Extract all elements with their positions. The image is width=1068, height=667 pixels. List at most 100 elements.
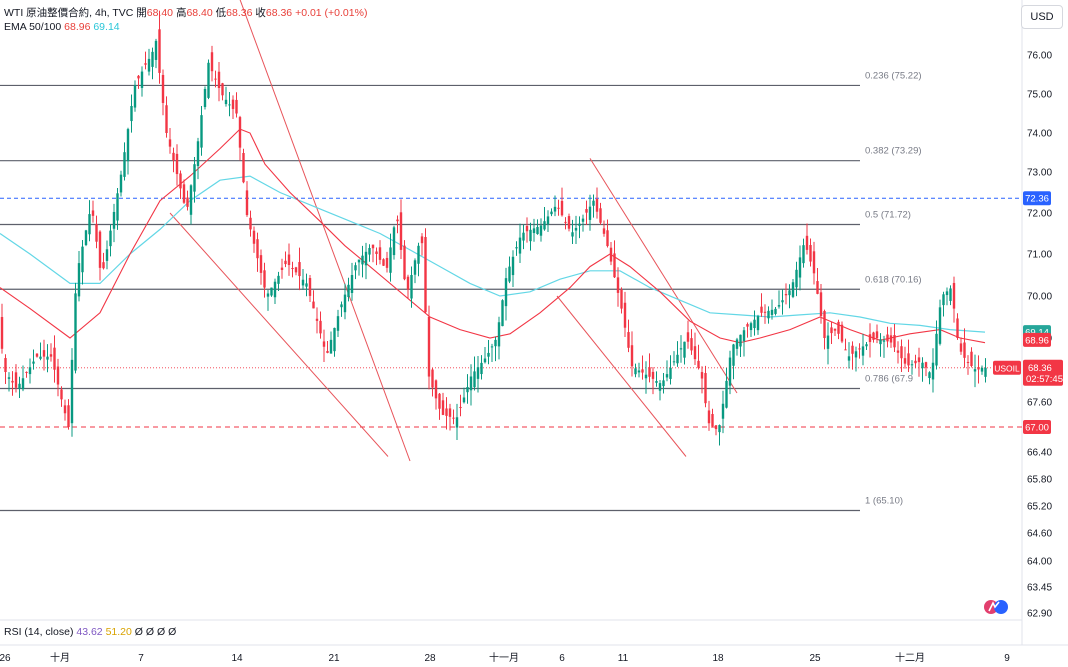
candle-body xyxy=(102,262,105,269)
x-tick-label: 28 xyxy=(424,653,436,664)
candle-body xyxy=(529,229,532,242)
candle-body xyxy=(686,332,690,342)
candle-body xyxy=(151,51,154,67)
candle-body xyxy=(49,354,53,357)
candle-body xyxy=(553,206,557,212)
candle-body xyxy=(574,227,578,231)
rsi-label[interactable]: RSI (14, close) xyxy=(4,626,74,638)
candle-body xyxy=(802,245,805,264)
y-tick-label: 71.00 xyxy=(1027,250,1052,261)
candle-body xyxy=(536,226,539,235)
candle-body xyxy=(893,335,896,348)
candle-body xyxy=(67,405,70,427)
symbol-title[interactable]: WTI 原油整價合約, 4h, TVC xyxy=(4,7,134,19)
candle-body xyxy=(165,105,168,133)
candle-body xyxy=(329,339,333,354)
candle-body xyxy=(823,310,826,338)
candle-body xyxy=(287,254,291,266)
candle-body xyxy=(935,333,938,366)
channel-trendline[interactable] xyxy=(169,212,389,457)
candle-body xyxy=(809,245,812,262)
last-price-value: 68.36 xyxy=(1028,363,1052,374)
candle-body xyxy=(35,353,39,357)
candle-body xyxy=(11,380,14,383)
candle-body xyxy=(560,200,564,216)
candle-body xyxy=(189,185,193,215)
candle-body xyxy=(504,278,508,307)
candle-body xyxy=(340,304,343,308)
candle-body xyxy=(161,74,165,103)
ema100-line[interactable] xyxy=(0,175,986,333)
candle-body xyxy=(851,345,854,354)
x-tick-label: 7 xyxy=(138,653,144,664)
ohlc-high: 高68.40 xyxy=(175,7,213,19)
rsi-ma-value: 51.20 xyxy=(105,626,132,638)
candle-body xyxy=(781,300,784,303)
candle-body xyxy=(763,311,767,313)
candle-body xyxy=(242,152,245,183)
candle-body xyxy=(182,184,186,203)
candle-body xyxy=(28,367,32,375)
candle-body xyxy=(469,376,473,391)
channel-trendline[interactable] xyxy=(589,158,738,394)
candle-body xyxy=(263,270,266,288)
candle-body xyxy=(21,378,25,390)
candle-body xyxy=(4,358,7,372)
candle-body xyxy=(154,40,158,60)
y-tick-label: 72.00 xyxy=(1027,209,1052,220)
candle-body xyxy=(679,348,683,350)
candle-body xyxy=(417,245,420,264)
channel-trendline[interactable] xyxy=(556,295,687,457)
candle-body xyxy=(637,370,641,373)
candle-body xyxy=(830,327,833,334)
candle-body xyxy=(718,425,721,433)
candle-body xyxy=(245,190,249,216)
candle-body xyxy=(273,281,277,298)
candle-body xyxy=(179,173,182,189)
candle-body xyxy=(791,282,795,297)
candle-body xyxy=(168,139,172,147)
candle-body xyxy=(693,346,697,360)
candle-body xyxy=(543,221,546,230)
candle-body xyxy=(98,231,102,268)
x-tick-label: 14 xyxy=(231,653,243,664)
y-tick-label: 66.40 xyxy=(1027,448,1052,459)
channel-trendline[interactable] xyxy=(223,0,411,462)
candle-body xyxy=(784,294,788,296)
candle-body xyxy=(266,293,270,297)
candle-body xyxy=(690,338,693,351)
candle-body xyxy=(25,371,28,373)
candle-body xyxy=(175,153,179,175)
candle-body xyxy=(774,308,777,314)
x-tick-label: 25 xyxy=(809,653,821,664)
x-tick-label: 26 xyxy=(0,653,11,664)
candle-body xyxy=(620,289,623,309)
candle-body xyxy=(452,417,455,419)
candle-body xyxy=(872,332,875,340)
ema-label[interactable]: EMA 50/100 xyxy=(4,21,62,33)
candle-body xyxy=(88,214,91,235)
candle-body xyxy=(368,247,371,255)
symbol-header: WTI 原油整價合約, 4h, TVC 開68.40 高68.40 低68.36… xyxy=(4,5,367,20)
candle-body xyxy=(760,306,763,313)
candle-body xyxy=(606,230,609,247)
candle-body xyxy=(942,294,945,306)
candle-body xyxy=(910,364,914,366)
ohlc-open: 開68.40 xyxy=(136,7,174,19)
candle-body xyxy=(144,63,147,65)
candle-body xyxy=(434,380,438,399)
candle-body xyxy=(441,400,445,415)
y-tick-label: 62.90 xyxy=(1027,609,1052,620)
currency-button[interactable]: USD xyxy=(1021,5,1063,29)
tradingview-logo-icon xyxy=(984,600,1008,614)
candle-body xyxy=(77,263,81,297)
candle-body xyxy=(249,217,252,230)
candle-body xyxy=(567,216,571,229)
ohlc-low: 低68.36 xyxy=(215,7,253,19)
candle-body xyxy=(396,219,399,222)
candle-body xyxy=(333,327,336,352)
candle-body xyxy=(844,349,847,351)
candle-body xyxy=(284,260,287,265)
candle-body xyxy=(501,300,504,327)
